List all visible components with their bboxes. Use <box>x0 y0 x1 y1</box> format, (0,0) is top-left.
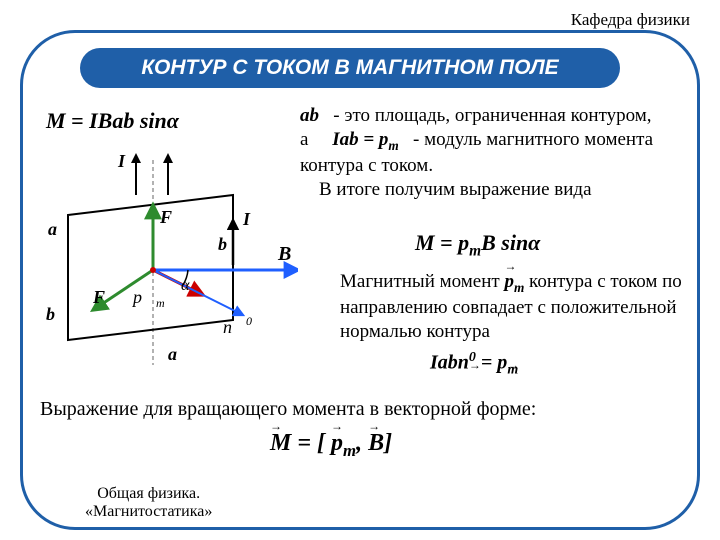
bottom-text: Выражение для вращающего момента в векто… <box>40 398 536 421</box>
footer: Общая физика. «Магнитостатика» <box>85 485 212 522</box>
lbl-n0: n⃗0 <box>223 314 252 337</box>
t1-l1: - это площадь, ограниченная контуром, <box>333 105 651 126</box>
text-block-1: ab - это площадь, ограниченная контуром,… <box>300 104 700 202</box>
t1-l4: В итоге получим выражение вида <box>319 179 592 200</box>
dept-label: Кафедра физики <box>571 10 690 30</box>
lbl-I-right: I <box>242 209 251 229</box>
lbl-a-bot: a <box>168 344 177 364</box>
lbl-alpha: α <box>181 277 190 294</box>
lbl-I-left: I <box>117 151 126 171</box>
equation-4: M = [ pm, B] <box>270 430 392 461</box>
equation-2: M = pmB sinα <box>415 230 540 260</box>
lbl-B: B⃗ <box>277 243 298 265</box>
t1-l2a: а <box>300 129 308 150</box>
ab-symbol: ab <box>300 105 319 126</box>
slide-title: КОНТУР С ТОКОМ В МАГНИТНОМ ПОЛЕ <box>80 48 620 88</box>
footer-l2: «Магнитостатика» <box>85 503 212 520</box>
text-block-2: Магнитный момент pm контура с током по н… <box>340 270 695 344</box>
lbl-b-left: b <box>46 304 55 324</box>
equation-3: Iabn0 = pm <box>430 350 518 379</box>
lbl-a-top: a <box>48 219 57 239</box>
footer-l1: Общая физика. <box>97 485 200 502</box>
lbl-F-up: F⃗ <box>159 207 186 227</box>
iab-eq: Iab = pm <box>332 129 399 150</box>
lbl-pm: p⃗m <box>131 287 165 310</box>
lbl-F-left: F⃗ <box>92 287 119 307</box>
t1-l2b: - модуль магнитного момента <box>413 129 653 150</box>
lbl-b-right: b <box>218 234 227 254</box>
circuit-diagram: I I a a b b F⃗ F⃗ p⃗m α n⃗0 B⃗ <box>38 145 298 380</box>
t1-l3: контура с током. <box>300 155 433 176</box>
